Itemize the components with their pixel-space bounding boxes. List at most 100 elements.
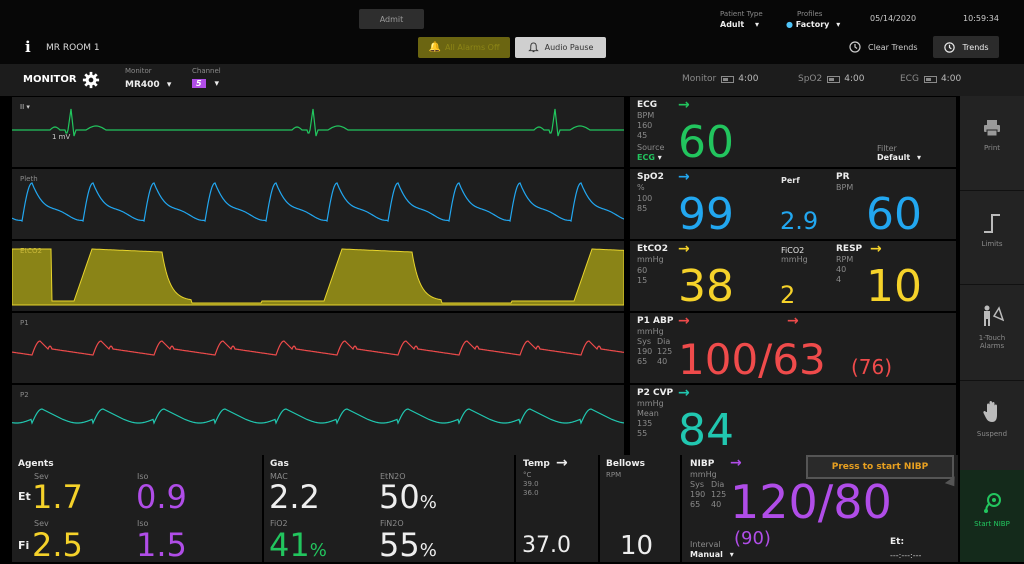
nibp-et-label: Et:	[890, 537, 905, 547]
spo2-limit-low: 85	[637, 204, 648, 213]
p2-trace	[12, 408, 624, 425]
resp-title: RESP	[836, 244, 863, 254]
etco2-trace	[12, 248, 624, 306]
temp-panel[interactable]: Temp → °C 39.0 36.0 37.0	[516, 455, 598, 562]
battery-icon	[827, 75, 841, 83]
nibp-cuff-icon	[984, 493, 1001, 513]
resp-limit-low: 4	[836, 275, 842, 284]
bell-icon	[527, 42, 539, 53]
ecg-source-select[interactable]: ECG ▾	[637, 153, 662, 162]
ecg-unit: BPM	[637, 111, 655, 120]
spo2-panel[interactable]: SpO2 → % 100 85 99 Perf 2.9 PR BPM 60	[630, 169, 956, 239]
etco2-title: EtCO2	[637, 244, 668, 254]
agent-sev-label-fi: Sev	[34, 519, 49, 528]
print-button[interactable]: Print	[960, 118, 1024, 188]
chevron-down-icon: ▾	[836, 20, 841, 29]
battery-monitor-time: 4:00	[738, 74, 759, 84]
p2-wave-label: P2	[20, 391, 29, 399]
gas-title: Gas	[270, 459, 289, 469]
battery-ecg-label: ECG	[900, 74, 919, 84]
gas-panel[interactable]: Gas MAC 2.2 EtN2O 50% FiO2 41% FiN2O 55%	[264, 455, 514, 562]
info-icon[interactable]: i	[25, 38, 31, 56]
fico2-value: 2	[780, 281, 796, 309]
p1-dia-high: 125	[657, 347, 673, 356]
bellows-panel[interactable]: Bellows RPM 10	[600, 455, 680, 562]
one-touch-alarms-button[interactable]: 1-Touch Alarms	[960, 304, 1024, 374]
suspend-button[interactable]: Suspend	[960, 400, 1024, 470]
p2-limit-high: 135	[637, 419, 653, 428]
ecg-panel[interactable]: ECG → BPM 160 45 Source ECG ▾ 60 Filter …	[630, 97, 956, 167]
clear-trends-icon	[849, 41, 861, 53]
trends-icon	[944, 41, 956, 53]
ecg-filter-value: Default	[877, 153, 911, 162]
limits-icon	[984, 214, 1000, 233]
p1-waveform[interactable]: P1	[12, 313, 624, 383]
start-nibp-label: Start NIBP	[974, 520, 1010, 528]
ecg-limit-low: 45	[637, 131, 648, 140]
temp-value: 37.0	[522, 533, 571, 558]
percent-unit: %	[419, 492, 437, 513]
p1-trace	[12, 340, 624, 356]
p1-unit: mmHg	[637, 327, 664, 336]
monitor-select[interactable]: MR400 ▾	[125, 80, 171, 90]
ecg-waveform[interactable]: II ▾ 1 mV	[12, 97, 624, 167]
pleth-waveform[interactable]: Pleth	[12, 169, 624, 239]
p2-unit: mmHg	[637, 399, 664, 408]
patient-type-label: Patient Type	[720, 10, 763, 18]
p1-title: P1 ABP	[637, 316, 674, 326]
spo2-unit: %	[637, 183, 645, 192]
ecg-filter-select[interactable]: Default ▾	[877, 153, 921, 162]
p1-abp-panel[interactable]: P1 ABP → → mmHg Sys Dia 190 125 65 40 10…	[630, 313, 956, 383]
etco2-waveform[interactable]: EtCO2	[12, 241, 624, 311]
bell-off-icon: 🔔	[428, 42, 441, 53]
channel-select[interactable]: 5 ▾	[192, 79, 219, 89]
sidebar: Print Limits 1-Touch Alarms Suspend Star…	[960, 96, 1024, 562]
agents-panel[interactable]: Agents Sev Iso Et 1.7 0.9 Sev Iso Fi 2.5…	[12, 455, 262, 562]
trends-button[interactable]: Trends	[933, 36, 999, 58]
p2-waveform[interactable]: P2	[12, 385, 624, 455]
battery-spo2: SpO2 4:00	[798, 74, 864, 84]
room-name: MR ROOM 1	[46, 43, 100, 53]
nibp-sys-high: 190	[690, 490, 706, 499]
nibp-start-prompt[interactable]: Press to start NIBP	[806, 455, 954, 479]
alarms-off-button[interactable]: 🔔 All Alarms Off	[418, 37, 510, 58]
bellows-title: Bellows	[606, 459, 645, 469]
patient-type-select[interactable]: Adult ▾	[720, 20, 759, 29]
ecg-title: ECG	[637, 100, 658, 110]
nibp-prompt-text: Press to start NIBP	[831, 462, 929, 472]
nibp-col-sys: Sys	[690, 480, 704, 489]
trends-label: Trends	[962, 42, 989, 52]
arrow-right-icon: →	[678, 313, 690, 329]
person-alarm-icon	[984, 305, 1004, 326]
fico2-unit: mmHg	[781, 255, 808, 264]
nibp-interval-label: Interval	[690, 540, 721, 549]
p1-sys-high: 190	[637, 347, 653, 356]
fi-row-label: Fi	[18, 539, 30, 552]
p2-cvp-panel[interactable]: P2 CVP → mmHg Mean 135 55 84	[630, 385, 956, 455]
p2-value: 84	[678, 405, 734, 456]
printer-icon	[984, 120, 1000, 137]
audio-pause-button[interactable]: Audio Pause	[515, 37, 606, 58]
admit-button[interactable]: Admit	[359, 9, 424, 29]
battery-monitor-label: Monitor	[682, 74, 717, 84]
print-label: Print	[983, 144, 1001, 152]
agent-iso-label-fi: Iso	[137, 519, 149, 528]
clear-trends-button[interactable]: Clear Trends	[848, 40, 918, 54]
temp-unit: °C	[523, 471, 532, 479]
profiles-select[interactable]: ● Factory ▾	[786, 20, 840, 29]
battery-monitor: Monitor 4:00	[682, 74, 758, 84]
p1-col-sys: Sys	[637, 337, 651, 346]
limits-button[interactable]: Limits	[960, 212, 1024, 282]
chevron-down-icon: ▾	[26, 103, 30, 111]
arrow-right-icon: →	[730, 455, 742, 471]
gear-icon[interactable]	[82, 71, 100, 89]
p1-dia-low: 40	[657, 357, 668, 366]
ecg-lead-select[interactable]: II ▾	[20, 103, 30, 111]
monitor-row: MONITOR Monitor MR400 ▾ Channel 5 ▾ Moni…	[0, 64, 1024, 96]
nibp-interval-select[interactable]: Manual ▾	[690, 550, 734, 559]
start-nibp-button[interactable]: Start NIBP	[960, 492, 1024, 552]
check-circle-icon: ●	[786, 20, 793, 29]
etco2-panel[interactable]: EtCO2 → mmHg 60 15 38 FiCO2 mmHg 2 RESP …	[630, 241, 956, 311]
ecg-source-value: ECG	[637, 153, 655, 162]
p2-title: P2 CVP	[637, 388, 674, 398]
